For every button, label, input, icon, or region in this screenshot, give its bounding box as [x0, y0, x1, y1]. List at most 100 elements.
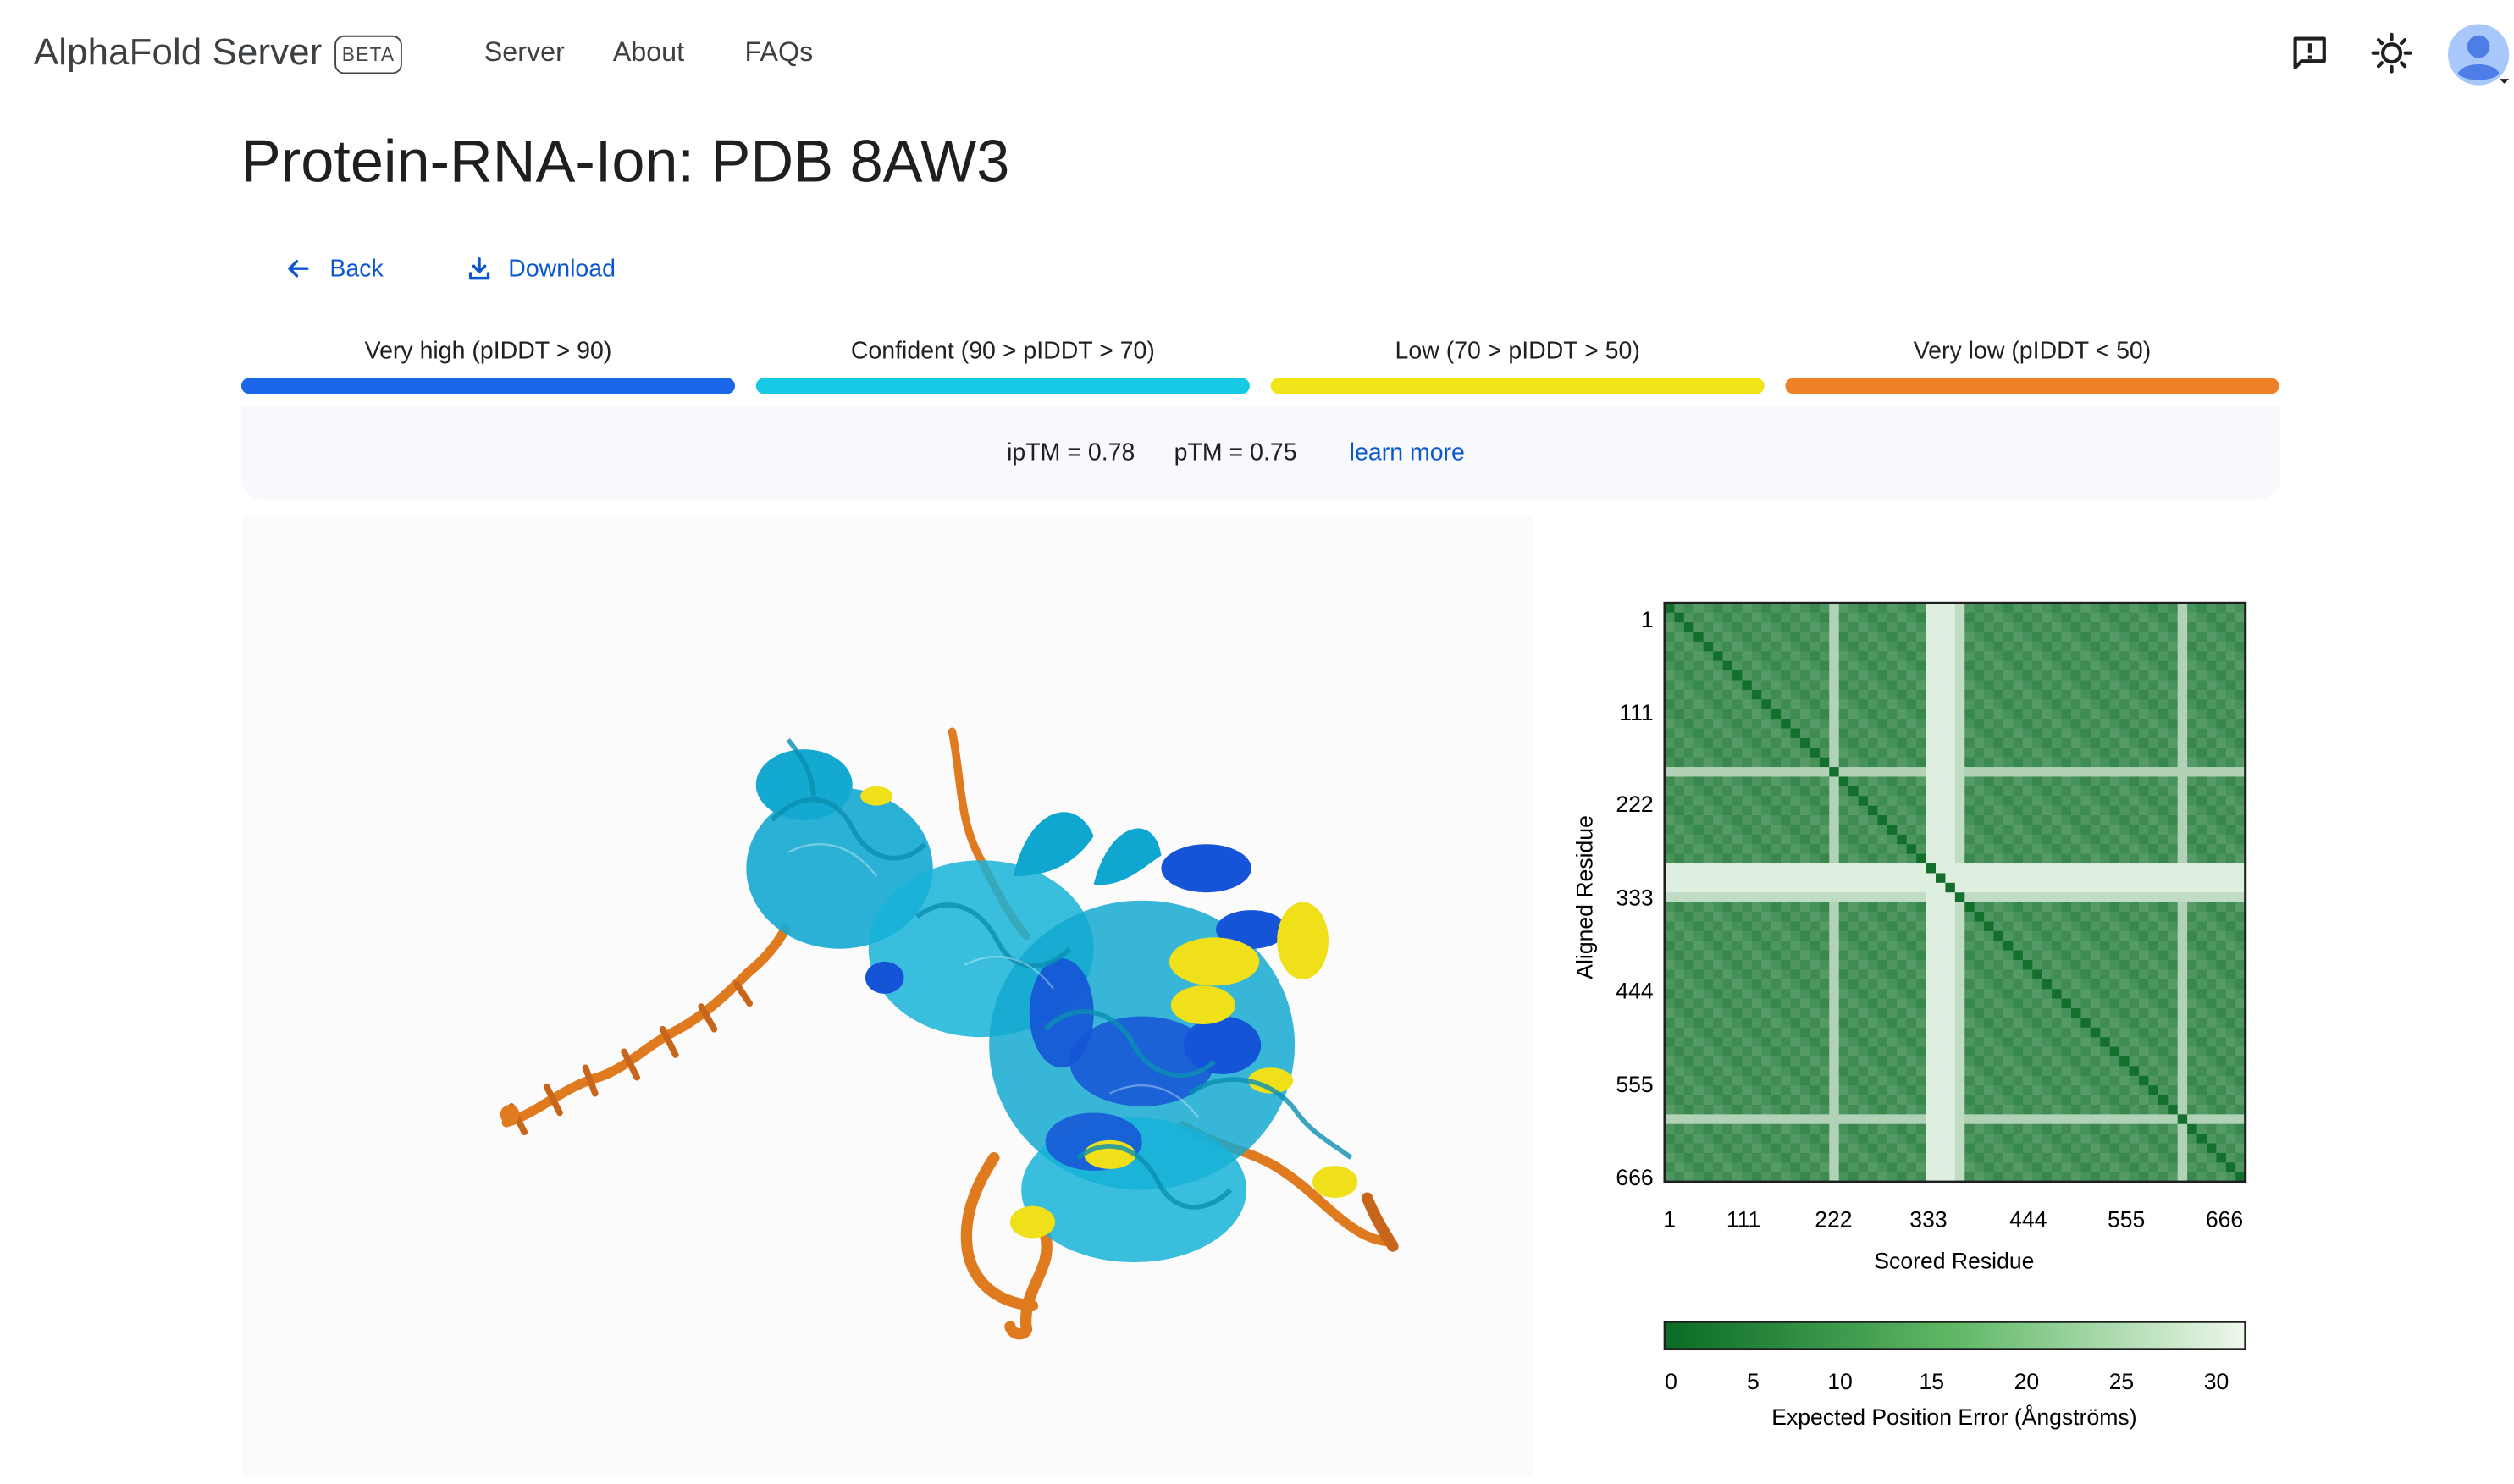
- pae-cell: [2119, 776, 2130, 787]
- pae-cell: [2100, 737, 2111, 749]
- pae-cell: [2003, 689, 2014, 701]
- pae-cell: [2070, 960, 2082, 971]
- pae-cell: [1683, 728, 1695, 740]
- nav-server[interactable]: Server: [483, 36, 565, 68]
- pae-cell: [2158, 689, 2169, 701]
- pae-cell: [2225, 748, 2237, 759]
- pae-cell: [1838, 1162, 1850, 1173]
- pae-cell: [1693, 805, 1705, 817]
- account-avatar[interactable]: [2448, 24, 2510, 86]
- pae-cell: [2032, 1162, 2043, 1173]
- pae-cell: [1664, 853, 1676, 865]
- pae-cell: [1683, 1172, 1695, 1183]
- pae-cell: [2187, 921, 2198, 932]
- pae-cell: [2022, 1162, 2034, 1173]
- pae-cell: [1858, 1134, 1870, 1145]
- pae-cell: [1954, 1114, 1966, 1125]
- pae-cell: [2129, 632, 2141, 643]
- pae-cell: [1974, 622, 1986, 633]
- pae-cell: [1819, 834, 1831, 846]
- pae-cell: [2225, 737, 2237, 749]
- pae-cell: [2216, 748, 2227, 759]
- colorbar-tick-label: 25: [2109, 1369, 2135, 1394]
- pae-cell: [2235, 969, 2246, 980]
- pae-cell: [2119, 979, 2130, 990]
- protein-structure-render[interactable]: [241, 515, 1533, 1476]
- pae-cell: [1693, 950, 1705, 962]
- pae-cell: [2003, 815, 2014, 826]
- pae-cell: [1664, 767, 1676, 778]
- pae-cell: [1945, 776, 1956, 787]
- feedback-icon[interactable]: [2287, 30, 2332, 75]
- pae-cell: [1984, 622, 1995, 633]
- pae-cell: [1713, 902, 1724, 913]
- pae-cell: [2196, 834, 2208, 846]
- pae-cell: [1683, 603, 1695, 614]
- pae-cell: [1751, 1007, 1763, 1019]
- pae-cell: [1838, 748, 1850, 759]
- pae-cell: [1790, 950, 1802, 962]
- pae-cell: [1964, 930, 1975, 942]
- pae-cell: [2119, 1046, 2130, 1058]
- pae-cell: [1887, 1162, 1898, 1173]
- pae-cell: [1781, 950, 1792, 962]
- pae-cell: [2013, 844, 2024, 855]
- pae-cell: [1829, 603, 1840, 614]
- pae-cell: [2022, 1075, 2034, 1087]
- pae-cell: [1819, 1134, 1831, 1145]
- pae-cell: [1732, 680, 1743, 692]
- pae-cell: [1703, 689, 1715, 701]
- pae-cell: [1858, 757, 1870, 769]
- pae-cell: [1664, 670, 1676, 681]
- pae-cell: [1906, 737, 1918, 749]
- pae-cell: [1916, 1152, 1927, 1164]
- pae-cell: [2168, 719, 2179, 730]
- pae-cell: [2061, 921, 2073, 932]
- pae-cell: [2148, 728, 2159, 740]
- pae-cell: [2080, 921, 2091, 932]
- back-button[interactable]: Back: [285, 251, 384, 286]
- pae-cell: [1887, 786, 1898, 797]
- theme-toggle-icon[interactable]: [2369, 30, 2414, 75]
- pae-cell: [2090, 1162, 2102, 1173]
- download-button[interactable]: Download: [467, 251, 616, 286]
- pae-cell: [2216, 960, 2227, 971]
- pae-cell: [1761, 941, 1772, 952]
- pae-cell: [2119, 1152, 2130, 1164]
- pae-cell: [1819, 969, 1831, 980]
- pae-cell: [1935, 622, 1947, 633]
- pae-cell: [2100, 660, 2111, 672]
- pae-cell: [1993, 825, 2005, 836]
- nav-about[interactable]: About: [612, 36, 685, 68]
- pae-cell: [2235, 1066, 2246, 1077]
- pae-cell: [2090, 805, 2102, 817]
- pae-cell: [2158, 796, 2169, 807]
- pae-cell: [1742, 632, 1753, 643]
- pae-cell: [1945, 941, 1956, 952]
- pae-cell: [2013, 960, 2024, 971]
- pae-cell: [2235, 1172, 2246, 1183]
- pae-cell: [2138, 786, 2150, 797]
- pae-cell: [2168, 969, 2179, 980]
- pae-cell: [2070, 1027, 2082, 1039]
- pae-cell: [2013, 786, 2024, 797]
- structure-viewer[interactable]: [240, 514, 1533, 1476]
- pae-cell: [1703, 709, 1715, 720]
- nav-faqs[interactable]: FAQs: [744, 36, 814, 68]
- pae-cell: [1713, 622, 1724, 633]
- pae-cell: [2109, 689, 2121, 701]
- pae-cell: [1742, 979, 1753, 990]
- pae-cell: [2168, 680, 2179, 692]
- pae-cell: [1664, 709, 1676, 720]
- pae-cell: [2177, 825, 2189, 836]
- pae-cell: [1993, 1123, 2005, 1135]
- learn-more-link[interactable]: learn more: [1349, 439, 1465, 466]
- pae-cell: [1935, 844, 1947, 855]
- app-title[interactable]: AlphaFold Server: [33, 30, 323, 73]
- pae-cell: [1790, 1037, 1802, 1048]
- pae-cell: [1974, 748, 1986, 759]
- pae-cell: [2013, 1134, 2024, 1145]
- pae-cell: [2196, 912, 2208, 923]
- pae-cell: [1916, 737, 1927, 749]
- pae-cell: [2061, 719, 2073, 730]
